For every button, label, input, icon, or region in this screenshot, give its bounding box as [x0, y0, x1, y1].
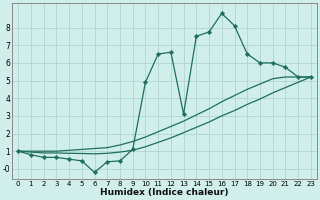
X-axis label: Humidex (Indice chaleur): Humidex (Indice chaleur): [100, 188, 229, 197]
